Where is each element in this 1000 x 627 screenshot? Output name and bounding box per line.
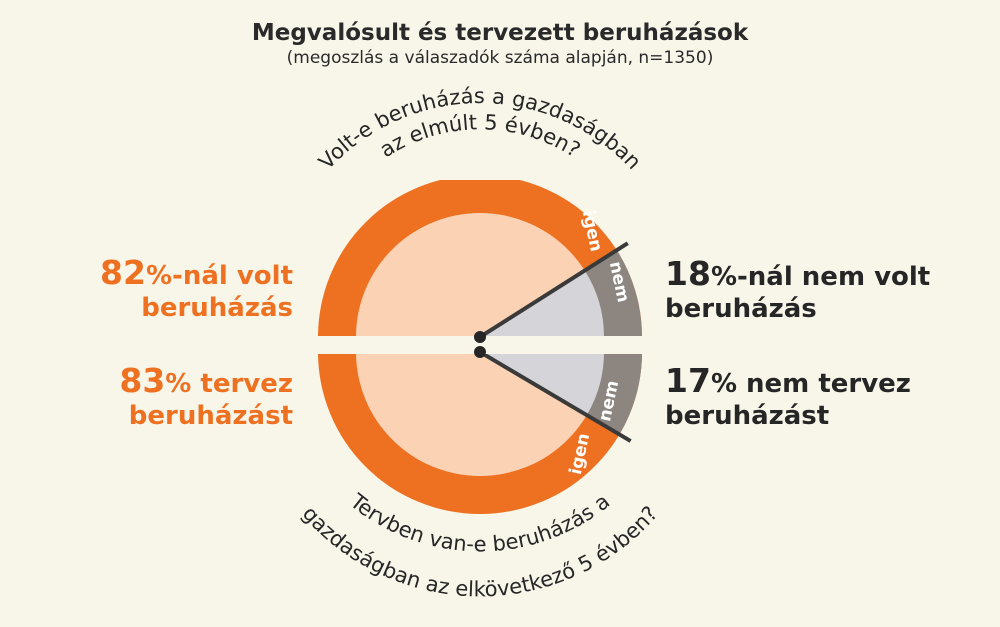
label-top-right-pct: 18	[665, 254, 711, 293]
bottom-half-chart	[318, 346, 642, 514]
chart-subtitle: (megoszlás a válaszadók száma alapján, n…	[286, 48, 714, 68]
label-bottom-left-line2: beruházást	[128, 401, 293, 431]
label-bottom-right: 17% nem tervez beruházást	[665, 364, 911, 432]
label-top-left-rest: %-nál volt	[145, 261, 293, 291]
top-pointer-dot	[474, 331, 486, 343]
label-top-left: 82%-nál volt beruházás	[100, 256, 293, 324]
label-top-right-line2: beruházás	[665, 294, 817, 324]
top-nem-inner-slice	[481, 270, 604, 336]
label-bottom-left-pct: 83	[119, 361, 166, 400]
label-top-right-rest: %-nál nem volt	[710, 262, 931, 292]
bottom-pointer-line	[479, 354, 632, 443]
chart-title: Megvalósult és tervezett beruházások	[251, 20, 749, 46]
label-bottom-right-line2: beruházást	[665, 401, 830, 431]
label-top-right: 18%-nál nem volt beruházás	[665, 257, 931, 325]
label-bottom-left-rest: % tervez	[165, 369, 293, 399]
bottom-nem-inner-slice	[483, 354, 604, 416]
top-half-chart	[318, 180, 642, 343]
label-bottom-right-rest: % nem tervez	[710, 369, 911, 399]
label-top-left-pct: 82	[100, 253, 146, 292]
label-bottom-left: 83% tervez beruházást	[119, 364, 293, 432]
bottom-pointer-dot	[474, 346, 486, 358]
label-top-left-line2: beruházás	[141, 293, 293, 323]
label-bottom-right-pct: 17	[665, 361, 711, 400]
top-pointer-line	[478, 241, 629, 336]
